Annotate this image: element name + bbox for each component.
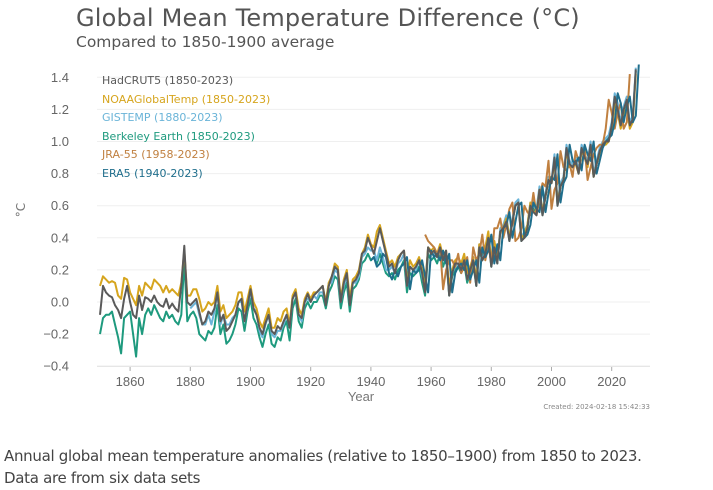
y-tick-label: 1.4 xyxy=(51,70,69,85)
series-line-hadcrut5 xyxy=(99,69,637,336)
chart-subtitle: Compared to 1850-1900 average xyxy=(76,33,335,51)
y-axis-ticks: 1.4 1.2 1.0 0.8 0.6 0.4 0.2 0.0 −0.2 −0.4 xyxy=(43,70,69,374)
x-tick-label: 1960 xyxy=(417,374,446,389)
legend: HadCRUT5 (1850-2023) NOAAGlobalTemp (185… xyxy=(102,72,270,183)
legend-item-era5: ERA5 (1940-2023) xyxy=(102,166,203,180)
caption-line-2: Data are from six data sets xyxy=(4,469,201,487)
legend-item-gistemp: GISTEMP (1880-2023) xyxy=(102,111,223,124)
legend-item-hadcrut5: HadCRUT5 (1850-2023) xyxy=(102,74,234,87)
y-tick-label: 0.0 xyxy=(51,295,69,310)
y-tick-label: 1.2 xyxy=(51,102,69,117)
chart-title: Global Mean Temperature Difference (°C) xyxy=(76,4,580,32)
caption-line-1: Annual global mean temperature anomalies… xyxy=(4,447,642,465)
x-tick-label: 1900 xyxy=(236,374,265,389)
created-timestamp: Created: 2024-02-18 15:42:33 xyxy=(543,403,650,411)
x-tick-label: 2000 xyxy=(537,374,566,389)
figure-caption: Annual global mean temperature anomalies… xyxy=(4,445,642,489)
x-tick-label: 1860 xyxy=(116,374,145,389)
x-tick-label: 1940 xyxy=(356,374,385,389)
y-axis-label: °C xyxy=(14,202,29,218)
x-tick-label: 1880 xyxy=(176,374,205,389)
x-tick-label: 1980 xyxy=(477,374,506,389)
x-tick-label: 2020 xyxy=(597,374,626,389)
y-tick-label: 0.4 xyxy=(51,230,69,245)
y-tick-label: 0.8 xyxy=(51,166,69,181)
legend-item-jra55: JRA-55 (1958-2023) xyxy=(102,148,210,161)
legend-item-berkeley-earth: Berkeley Earth (1850-2023) xyxy=(102,129,255,143)
x-axis-label: Year xyxy=(348,389,375,404)
gridlines xyxy=(97,76,650,367)
legend-item-noaaglobaltemp: NOAAGlobalTemp (1850-2023) xyxy=(102,92,271,106)
x-axis-ticks: 1860 1880 1900 1920 1940 1960 1980 2000 2020 xyxy=(116,367,626,389)
y-tick-label: 1.0 xyxy=(51,134,69,149)
series-line-jra55 xyxy=(424,74,631,291)
series-line-era5 xyxy=(370,64,640,294)
y-tick-label: −0.2 xyxy=(43,327,69,342)
y-tick-label: 0.6 xyxy=(51,198,69,213)
line-chart: 1.4 1.2 1.0 0.8 0.6 0.4 0.2 0.0 −0.2 −0.4 1860 188… xyxy=(43,64,650,404)
x-tick-label: 1920 xyxy=(296,374,325,389)
series-lines xyxy=(99,64,640,358)
y-tick-label: 0.2 xyxy=(51,262,69,277)
y-tick-label: −0.4 xyxy=(43,359,69,374)
